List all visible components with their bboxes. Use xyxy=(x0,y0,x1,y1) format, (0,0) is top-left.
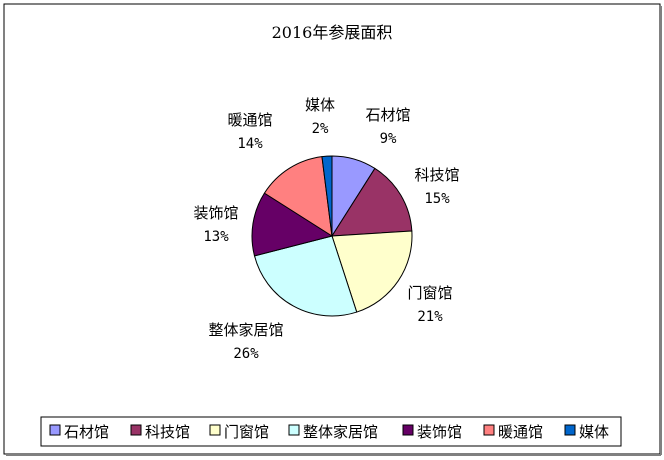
slice-value-4: 13% xyxy=(203,229,229,245)
slice-labels: 石材馆 9% 科技馆 15% 门窗馆 21% 整体家居馆 26% 装饰馆 13% 暖通馆 14% 媒体 2… xyxy=(193,96,459,362)
slice-label-6: 媒体 xyxy=(305,96,335,114)
pie-slice-6 xyxy=(321,155,333,237)
slice-label-3: 整体家居馆 xyxy=(208,321,283,339)
slice-label-0: 石材馆 xyxy=(365,106,410,124)
legend-swatch-5 xyxy=(483,424,495,436)
legend-label-5: 暖通馆 xyxy=(498,423,543,441)
pie-slice-1 xyxy=(331,167,413,237)
slice-label-4: 装饰馆 xyxy=(193,204,238,222)
legend-label-4: 装饰馆 xyxy=(417,423,462,441)
legend-swatch-0 xyxy=(49,424,61,436)
slice-label-2: 门窗馆 xyxy=(407,284,452,302)
legend-items: 石材馆 科技馆 门窗馆 整体家居馆 装饰馆 暖通馆 媒体 xyxy=(49,423,609,441)
slice-value-3: 26% xyxy=(233,346,259,362)
slice-value-5: 14% xyxy=(237,136,263,152)
legend-label-2: 门窗馆 xyxy=(224,423,269,441)
legend-label-0: 石材馆 xyxy=(64,423,109,441)
legend-label-1: 科技馆 xyxy=(145,423,190,441)
pie-slice-5 xyxy=(263,156,333,237)
legend-swatch-6 xyxy=(564,424,576,436)
pie-slice-2 xyxy=(331,230,413,313)
pie-slice-4 xyxy=(251,192,334,257)
legend-swatch-4 xyxy=(402,424,414,436)
slice-value-6: 2% xyxy=(312,121,329,137)
slice-value-0: 9% xyxy=(380,131,397,147)
legend-swatch-3 xyxy=(288,424,300,436)
slice-label-5: 暖通馆 xyxy=(227,111,272,129)
legend-swatch-1 xyxy=(130,424,142,436)
slice-value-2: 21% xyxy=(417,309,443,325)
legend-label-6: 媒体 xyxy=(579,423,609,441)
legend-swatch-2 xyxy=(209,424,221,436)
legend-label-3: 整体家居馆 xyxy=(303,423,378,441)
slice-label-1: 科技馆 xyxy=(414,166,459,184)
pie-slice-3 xyxy=(253,235,358,317)
slice-value-1: 15% xyxy=(424,191,450,207)
chart-title: 2016年参展面积 xyxy=(272,23,393,42)
pie-slices xyxy=(251,155,413,317)
